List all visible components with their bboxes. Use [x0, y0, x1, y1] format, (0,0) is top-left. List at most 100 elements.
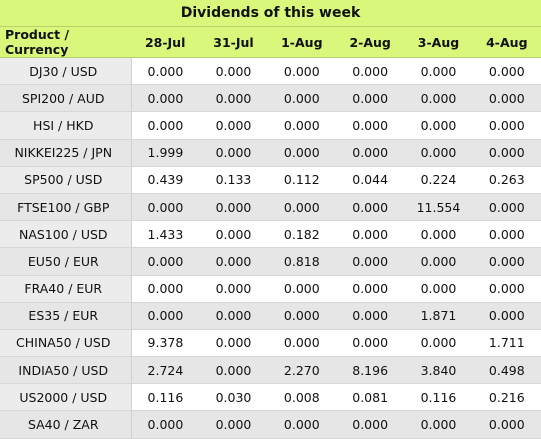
dividend-value: 0.008	[267, 383, 336, 412]
dividend-value: 0.000	[335, 220, 405, 249]
dividend-value: 0.000	[404, 247, 473, 276]
dividend-value: 0.000	[404, 275, 473, 303]
dividend-value: 0.818	[267, 247, 336, 276]
dividend-value: 1.711	[472, 329, 541, 358]
product-label: SPI200 / AUD	[0, 84, 132, 113]
dividend-value: 0.000	[472, 302, 541, 330]
dividend-value: 0.000	[335, 57, 405, 86]
dividend-value: 0.000	[267, 111, 336, 140]
dividend-value: 0.000	[472, 57, 541, 86]
dividend-value: 0.000	[131, 302, 200, 330]
dividend-value: 0.000	[404, 84, 473, 113]
product-label: SA40 / ZAR	[0, 410, 132, 439]
dividend-value: 0.000	[335, 139, 405, 167]
dividend-value: 0.000	[404, 57, 473, 86]
dividend-value: 0.000	[267, 84, 336, 113]
product-label: NIKKEI225 / JPN	[0, 139, 132, 167]
table-row: DJ30 / USD 0.000 0.000 0.000 0.000 0.000 0.000	[0, 57, 541, 86]
table-row: NIKKEI225 / JPN 1.999 0.000 0.000 0.000 0.000…	[0, 139, 541, 167]
dividend-value: 11.554	[404, 193, 473, 222]
dividend-value: 0.116	[404, 383, 473, 412]
product-label: SP500 / USD	[0, 166, 132, 194]
dividend-value: 0.000	[131, 275, 200, 303]
dividend-value: 0.224	[404, 166, 473, 194]
dividend-value: 0.081	[335, 383, 405, 412]
dividend-value: 0.439	[131, 166, 200, 194]
table-row: NAS100 / USD 1.433 0.000 0.182 0.000 0.000 0.0…	[0, 220, 541, 249]
table-row: EU50 / EUR 0.000 0.000 0.818 0.000 0.000 0.000	[0, 247, 541, 276]
table-row: CHINA50 / USD 9.378 0.000 0.000 0.000 0.000 1.…	[0, 329, 541, 358]
dividend-value: 0.000	[335, 329, 405, 358]
dividend-value: 0.182	[267, 220, 336, 249]
product-label: US2000 / USD	[0, 383, 132, 412]
table-row: FRA40 / EUR 0.000 0.000 0.000 0.000 0.000 0.00…	[0, 275, 541, 303]
dividend-value: 0.000	[267, 275, 336, 303]
dividend-value: 0.263	[472, 166, 541, 194]
dividend-value: 0.000	[472, 220, 541, 249]
dividend-value: 0.044	[335, 166, 405, 194]
dividend-value: 0.000	[199, 247, 268, 276]
dividend-value: 0.000	[335, 111, 405, 140]
header-date: 31-Jul	[199, 27, 268, 58]
dividends-table: Product / Currency 28-Jul 31-Jul 1-Aug 2…	[0, 27, 541, 439]
header-row: Product / Currency 28-Jul 31-Jul 1-Aug 2…	[0, 27, 541, 58]
dividend-value: 0.000	[335, 302, 405, 330]
table-row: HSI / HKD 0.000 0.000 0.000 0.000 0.000 0.000	[0, 111, 541, 140]
dividend-value: 0.000	[199, 356, 268, 385]
dividend-value: 0.000	[131, 410, 200, 439]
dividend-value: 2.270	[267, 356, 336, 385]
dividend-value: 0.000	[199, 57, 268, 86]
dividend-value: 0.000	[472, 275, 541, 303]
dividend-value: 0.000	[335, 84, 405, 113]
product-label: DJ30 / USD	[0, 57, 132, 86]
dividend-value: 0.000	[131, 193, 200, 222]
dividend-value: 0.000	[199, 329, 268, 358]
product-label: EU50 / EUR	[0, 247, 132, 276]
table-row: ES35 / EUR 0.000 0.000 0.000 0.000 1.871 0.000	[0, 302, 541, 330]
dividend-value: 3.840	[404, 356, 473, 385]
product-label: FTSE100 / GBP	[0, 193, 132, 222]
product-label: INDIA50 / USD	[0, 356, 132, 385]
product-label: NAS100 / USD	[0, 220, 132, 249]
dividend-value: 0.000	[131, 84, 200, 113]
dividend-value: 0.498	[472, 356, 541, 385]
dividend-value: 0.133	[199, 166, 268, 194]
dividend-value: 0.000	[199, 410, 268, 439]
dividend-value: 0.116	[131, 383, 200, 412]
dividend-value: 0.000	[472, 84, 541, 113]
header-date: 2-Aug	[335, 27, 405, 58]
product-label: FRA40 / EUR	[0, 275, 132, 303]
dividend-value: 0.000	[267, 329, 336, 358]
dividend-value: 0.000	[472, 410, 541, 439]
dividend-value: 0.000	[131, 247, 200, 276]
dividend-value: 0.000	[404, 139, 473, 167]
dividend-value: 0.000	[199, 275, 268, 303]
dividend-value: 1.433	[131, 220, 200, 249]
dividend-value: 0.000	[199, 220, 268, 249]
dividend-value: 0.000	[472, 111, 541, 140]
dividend-value: 1.871	[404, 302, 473, 330]
product-label: CHINA50 / USD	[0, 329, 132, 358]
dividend-value: 2.724	[131, 356, 200, 385]
header-date: 28-Jul	[131, 27, 200, 58]
dividend-value: 0.000	[404, 220, 473, 249]
dividend-value: 0.000	[199, 139, 268, 167]
dividend-value: 0.000	[404, 111, 473, 140]
header-product-currency: Product / Currency	[0, 27, 131, 58]
dividend-value: 8.196	[335, 356, 405, 385]
dividend-value: 0.000	[404, 329, 473, 358]
dividend-value: 0.000	[267, 302, 336, 330]
header-date: 4-Aug	[472, 27, 541, 58]
dividend-value: 0.112	[267, 166, 336, 194]
dividend-value: 0.000	[131, 111, 200, 140]
table-row: INDIA50 / USD 2.724 0.000 2.270 8.196 3.840 0.…	[0, 356, 541, 385]
dividend-value: 0.000	[267, 410, 336, 439]
dividend-value: 0.000	[472, 193, 541, 222]
header-date: 1-Aug	[267, 27, 336, 58]
dividend-value: 0.000	[199, 302, 268, 330]
dividend-value: 0.000	[199, 111, 268, 140]
dividend-value: 0.000	[199, 84, 268, 113]
dividend-value: 0.000	[267, 57, 336, 86]
dividend-value: 0.000	[131, 57, 200, 86]
